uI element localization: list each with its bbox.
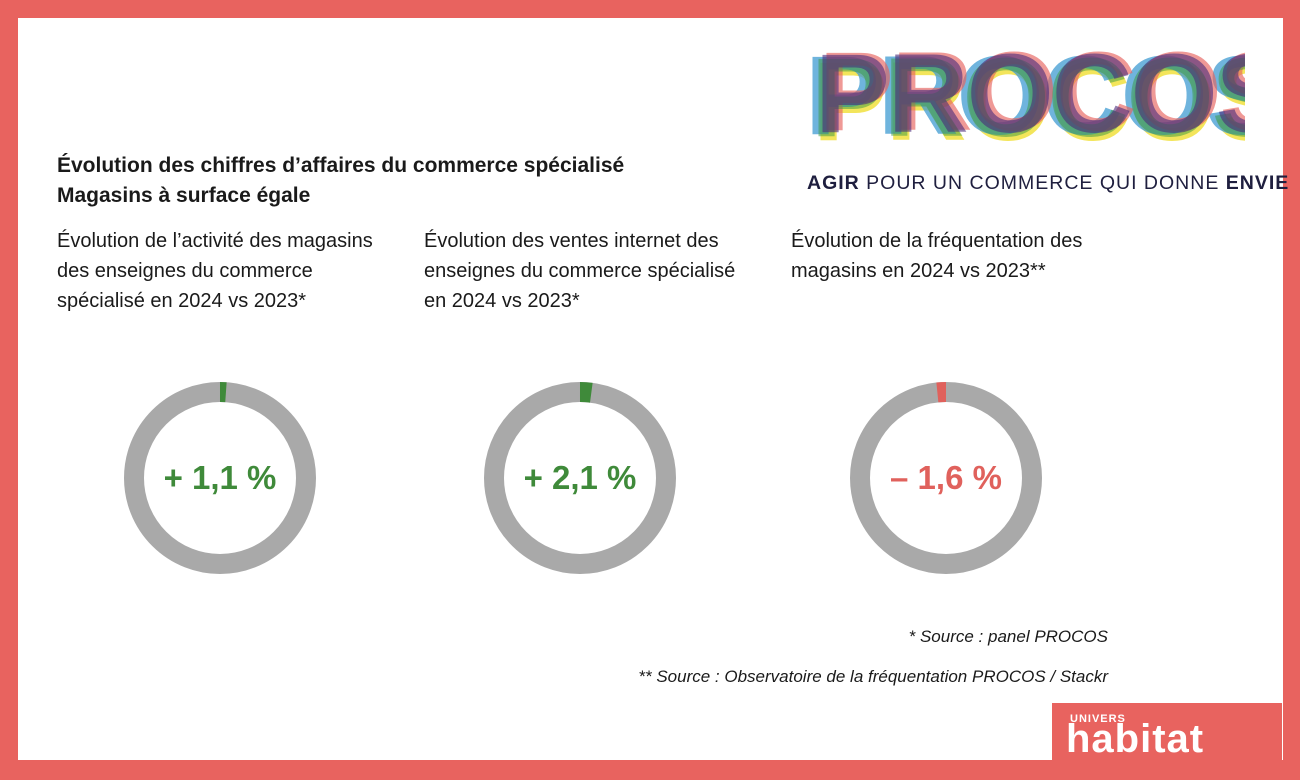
chart-title: Évolution des chiffres d’affaires du com… bbox=[57, 151, 757, 211]
donut-title-footfall: Évolution de la fréquentation des magasi… bbox=[791, 230, 1083, 282]
chart-title-line-1: Évolution des chiffres d’affaires du com… bbox=[57, 154, 625, 177]
donut-value-arc bbox=[579, 382, 593, 403]
univers-habitat-logo: UNIVERS habitat bbox=[1052, 703, 1282, 761]
svg-text:PROCOS: PROCOS bbox=[805, 42, 1245, 158]
brand-small-label: UNIVERS bbox=[1070, 713, 1126, 725]
brand-main-label: habitat bbox=[1066, 717, 1205, 761]
donut-online-sales: + 2,1 % bbox=[480, 378, 680, 578]
donut-footfall: – 1,6 % bbox=[846, 378, 1046, 578]
donut-online-sales-svg bbox=[484, 382, 676, 574]
procos-logo: PROCOS PROCOS PROCOS PROCOS PROCOS AGIR … bbox=[785, 40, 1290, 200]
donut-store-activity-svg bbox=[124, 382, 316, 574]
donut-footfall-svg bbox=[850, 382, 1042, 574]
chart-title-line-2: Magasins à surface égale bbox=[57, 184, 311, 207]
logo-tagline: AGIR POUR UN COMMERCE QUI DONNE ENVIE bbox=[807, 172, 1290, 194]
svg-text:PROCOS: PROCOS bbox=[819, 42, 1245, 154]
procos-logo-mark: PROCOS PROCOS PROCOS PROCOS PROCOS bbox=[805, 42, 1245, 162]
svg-text:PROCOS: PROCOS bbox=[811, 42, 1245, 160]
donut-value-label: + 1,1 % bbox=[163, 459, 277, 496]
donut-value-label: – 1,6 % bbox=[890, 459, 1002, 496]
footnote-footfall-source: ** Source : Observatoire de la fréquenta… bbox=[638, 667, 1108, 686]
donut-store-activity: + 1,1 % bbox=[120, 378, 320, 578]
donut-title-store-activity: Évolution de l’activité des magasins des… bbox=[57, 230, 373, 312]
donut-value-label: + 2,1 % bbox=[523, 459, 637, 496]
svg-text:PROCOS: PROCOS bbox=[813, 42, 1245, 162]
svg-text:PROCOS: PROCOS bbox=[815, 42, 1245, 156]
footnote-panel-source: * Source : panel PROCOS bbox=[908, 627, 1108, 646]
donut-title-online-sales: Évolution des ventes internet des enseig… bbox=[424, 230, 736, 312]
